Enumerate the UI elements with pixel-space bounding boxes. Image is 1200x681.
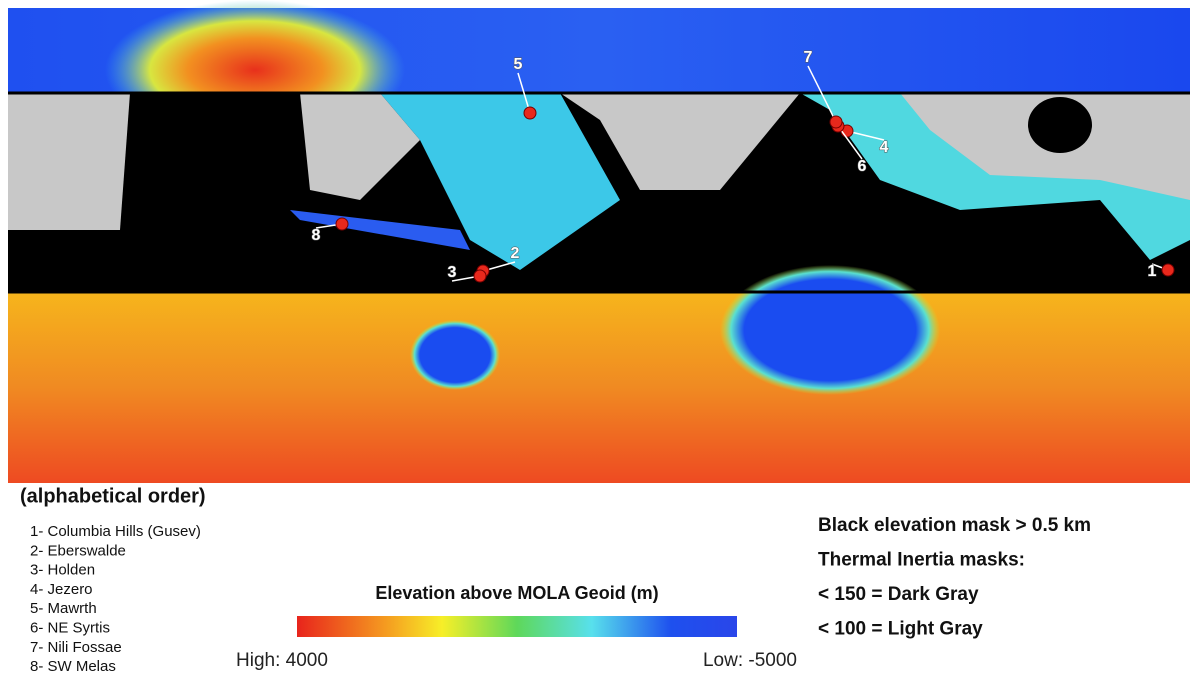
site-entry: 4- Jezero: [30, 581, 93, 598]
mask-note: < 100 = Light Gray: [818, 619, 983, 640]
site-entry: 1- Columbia Hills (Gusev): [30, 523, 201, 540]
site-entry: 8- SW Melas: [30, 658, 116, 675]
mask-note: Black elevation mask > 0.5 km: [818, 515, 1091, 536]
hellas: [720, 265, 940, 395]
map: [8, 0, 1190, 483]
legend-heading: (alphabetical order): [20, 485, 206, 507]
site-marker: [336, 218, 348, 230]
marker-label: 4: [880, 139, 889, 156]
argyre: [410, 320, 500, 390]
colorbar-title: Elevation above MOLA Geoid (m): [375, 583, 658, 603]
site-entry: 5- Mawrth: [30, 600, 97, 617]
mask-note: Thermal Inertia masks:: [818, 550, 1025, 571]
site-entry: 7- Nili Fossae: [30, 639, 122, 656]
site-list: 1- Columbia Hills (Gusev) 2- Eberswalde 3-…: [30, 523, 201, 675]
colorbar: [297, 616, 737, 637]
site-entry: 6- NE Syrtis: [30, 619, 110, 636]
figure: 1 2 3 4 5 6 7 8 (alphabetical order) 1- Columbi…: [0, 0, 1200, 681]
marker-label: 2: [511, 245, 520, 262]
site-entry: 2- Eberswalde: [30, 542, 126, 559]
colorbar-low: Low: -5000: [703, 650, 797, 671]
gray-mask: [8, 93, 130, 230]
marker-label: 6: [858, 158, 867, 175]
marker-label: 3: [448, 264, 457, 281]
site-marker: [524, 107, 536, 119]
marker-label: 8: [312, 227, 321, 244]
site-marker: [474, 270, 486, 282]
marker-label: 5: [514, 56, 523, 73]
south-band: [8, 292, 1190, 483]
site-entry: 3- Holden: [30, 562, 95, 579]
mask-notes: Black elevation mask > 0.5 km Thermal Ine…: [818, 515, 1091, 640]
crater: [1028, 97, 1092, 153]
site-marker: [1162, 264, 1174, 276]
marker-label: 1: [1148, 263, 1157, 280]
mask-note: < 150 = Dark Gray: [818, 584, 979, 605]
colorbar-high: High: 4000: [236, 650, 328, 671]
site-marker: [830, 116, 842, 128]
marker-label: 7: [804, 49, 813, 66]
